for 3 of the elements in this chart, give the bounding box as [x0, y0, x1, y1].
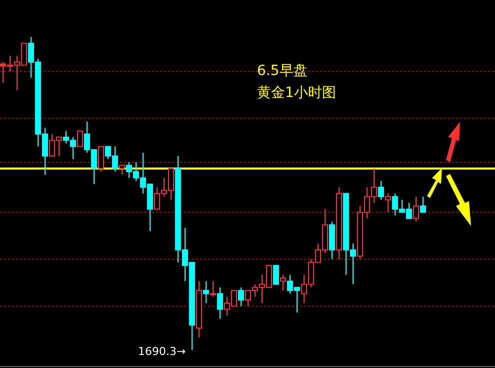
subtitle: 黄金1小时图 [257, 85, 336, 101]
annotation: 1690.3→ [138, 345, 186, 358]
title: 6.5早盘 [257, 63, 308, 79]
